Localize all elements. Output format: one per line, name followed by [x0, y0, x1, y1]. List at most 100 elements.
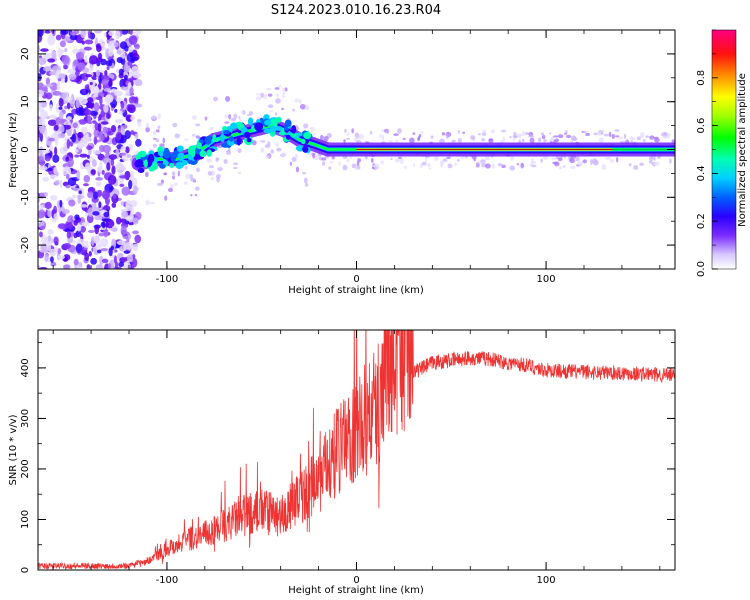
- snr-axes: -100 0 100 0 100 200 300 400: [20, 330, 675, 586]
- noise-blob: [76, 169, 81, 180]
- scatter-blob: [457, 158, 460, 162]
- spectrogram-y-tick-label: 20: [20, 48, 31, 61]
- scatter-blob: [275, 98, 281, 104]
- noise-blob: [97, 166, 103, 173]
- noise-blob: [65, 184, 71, 189]
- noise-blob: [103, 104, 109, 113]
- scatter-blob: [583, 130, 589, 133]
- scatter-blob: [152, 130, 157, 136]
- scatter-blob: [228, 113, 232, 120]
- scatter-blob: [457, 137, 462, 144]
- ridge-blob: [247, 117, 254, 126]
- noise-blob: [127, 215, 134, 223]
- scatter-blob: [237, 148, 242, 153]
- scatter-blob: [557, 157, 563, 162]
- scatter-blob: [481, 132, 487, 137]
- scatter-blob: [402, 137, 406, 141]
- ridge-blob: [302, 145, 309, 153]
- scatter-blob: [530, 161, 537, 164]
- scatter-blob: [445, 134, 449, 139]
- noise-blob: [53, 205, 58, 214]
- scatter-blob: [617, 136, 624, 140]
- scatter-blob: [259, 140, 266, 143]
- ridge-blob: [284, 119, 292, 127]
- scatter-blob: [145, 199, 151, 206]
- noise-blob: [39, 124, 46, 135]
- noise-blob: [95, 57, 103, 63]
- ridge-blob: [169, 162, 175, 169]
- noise-blob: [128, 46, 134, 53]
- noise-blob: [56, 81, 61, 91]
- noise-blob: [118, 110, 123, 115]
- scatter-blob: [224, 121, 230, 124]
- spectrogram-heatmap: [38, 30, 675, 269]
- noise-blob: [38, 204, 44, 210]
- noise-blob: [129, 30, 133, 35]
- scatter-blob: [267, 104, 274, 109]
- noise-blob: [40, 220, 45, 226]
- scatter-blob: [346, 132, 350, 136]
- ridge-blob: [170, 153, 176, 163]
- noise-blob: [132, 217, 139, 225]
- noise-blob: [40, 48, 49, 52]
- noise-blob: [47, 119, 57, 126]
- ridge-blob: [236, 136, 242, 146]
- noise-blob: [103, 227, 109, 238]
- scatter-blob: [412, 132, 416, 136]
- noise-blob: [38, 192, 41, 197]
- noise-blob: [80, 204, 88, 208]
- scatter-blob: [488, 138, 494, 144]
- ridge-blob: [162, 160, 169, 166]
- scatter-blob: [215, 157, 219, 162]
- scatter-blob: [529, 137, 535, 144]
- scatter-blob: [381, 134, 385, 141]
- noise-blob: [38, 44, 41, 53]
- noise-blob: [119, 41, 128, 50]
- noise-blob: [66, 127, 72, 137]
- noise-blob: [53, 212, 59, 221]
- scatter-blob: [195, 135, 200, 139]
- scatter-blob: [518, 134, 521, 139]
- noise-blob: [89, 64, 94, 72]
- scatter-blob: [636, 136, 641, 141]
- scatter-blob: [304, 182, 309, 187]
- noise-blob: [120, 101, 125, 109]
- noise-blob: [82, 183, 89, 187]
- noise-blob: [76, 52, 81, 58]
- scatter-blob: [295, 166, 300, 173]
- noise-blob: [129, 86, 134, 96]
- noise-blob: [104, 69, 108, 77]
- noise-blob: [80, 188, 85, 197]
- ridge-blob: [220, 133, 225, 143]
- noise-blob: [38, 73, 42, 82]
- noise-blob: [49, 71, 58, 76]
- noise-blob: [110, 158, 115, 166]
- noise-blob: [119, 183, 125, 187]
- scatter-blob: [149, 201, 156, 205]
- noise-blob: [123, 250, 131, 254]
- noise-blob: [122, 166, 127, 171]
- noise-blob: [134, 79, 143, 87]
- scatter-blob: [394, 158, 400, 163]
- noise-blob: [80, 30, 87, 39]
- scatter-blob: [440, 160, 445, 165]
- noise-blob: [38, 102, 42, 110]
- scatter-blob: [380, 160, 385, 165]
- noise-blob: [90, 257, 97, 265]
- noise-blob: [128, 77, 137, 81]
- noise-blob: [57, 255, 65, 260]
- noise-blob: [65, 156, 70, 162]
- noise-blob: [110, 124, 117, 133]
- noise-blob: [75, 230, 82, 238]
- noise-blob: [120, 201, 125, 206]
- noise-blob: [132, 258, 138, 268]
- spectrogram-y-tick-label: -10: [20, 189, 31, 205]
- scatter-blob: [521, 166, 524, 169]
- noise-blob: [92, 159, 97, 168]
- scatter-blob: [434, 155, 439, 162]
- scatter-blob: [278, 84, 282, 88]
- snr-y-tick-label: 300: [20, 409, 31, 428]
- scatter-blob: [183, 181, 188, 185]
- noise-blob: [107, 174, 117, 185]
